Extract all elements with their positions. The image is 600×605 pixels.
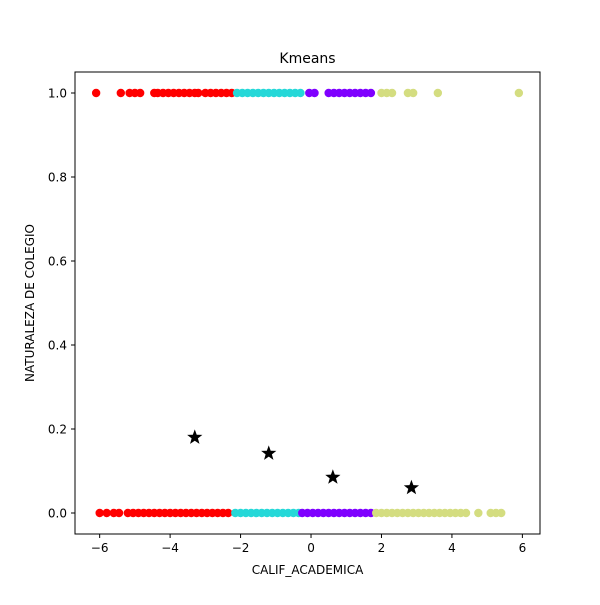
x-axis-ticks: −6 −4 −2 0 2 4 6 (91, 534, 526, 555)
y-axis-ticks: 0.0 0.2 0.4 0.6 0.8 1.0 (48, 87, 75, 521)
data-point-s3-25 (474, 508, 483, 518)
centroid-star-0 (187, 429, 203, 444)
x-tick-label: 6 (519, 541, 527, 555)
x-tick-label: 2 (378, 541, 386, 555)
x-tick-label: −6 (91, 541, 109, 555)
data-point-s2-10 (366, 88, 376, 98)
y-tick-label: 1.0 (48, 87, 67, 101)
data-point-s0-4 (135, 88, 145, 98)
data-points (91, 88, 524, 518)
x-tick-label: 0 (307, 541, 315, 555)
y-tick-label: 0.4 (48, 339, 67, 353)
data-point-s3-4 (408, 88, 418, 98)
data-point-s1-12 (296, 88, 305, 98)
chart-title: Kmeans (279, 51, 335, 67)
data-point-s0-22 (102, 508, 111, 518)
plot-frame (74, 71, 541, 535)
data-point-s0-1 (116, 88, 126, 98)
x-tick-label: −4 (161, 541, 179, 555)
data-point-s0-14 (194, 88, 203, 98)
y-axis-label: NATURALEZA DE COLEGIO (23, 224, 37, 382)
data-point-s0-21 (95, 508, 104, 518)
data-point-s3-5 (433, 88, 443, 98)
centroid-star-1 (261, 445, 277, 460)
x-tick-label: 4 (448, 541, 456, 555)
data-point-s0-44 (224, 508, 233, 518)
y-tick-label: 0.0 (48, 507, 67, 521)
data-point-s3-24 (461, 508, 471, 518)
data-point-s3-6 (514, 88, 524, 98)
y-tick-label: 0.6 (48, 255, 67, 269)
x-axis-label: CALIF_ACADEMICA (252, 563, 364, 577)
y-tick-label: 0.8 (48, 171, 67, 185)
data-point-s2-1 (310, 88, 319, 98)
centroid-star-3 (403, 479, 420, 495)
data-point-s0-0 (91, 88, 101, 98)
y-tick-label: 0.2 (48, 423, 67, 437)
data-point-s0-24 (114, 508, 124, 518)
data-point-s3-2 (387, 88, 397, 98)
data-point-s3-28 (497, 508, 506, 518)
centroid-star-2 (325, 469, 341, 484)
centroid-markers (187, 429, 420, 495)
x-tick-label: −2 (232, 541, 250, 555)
